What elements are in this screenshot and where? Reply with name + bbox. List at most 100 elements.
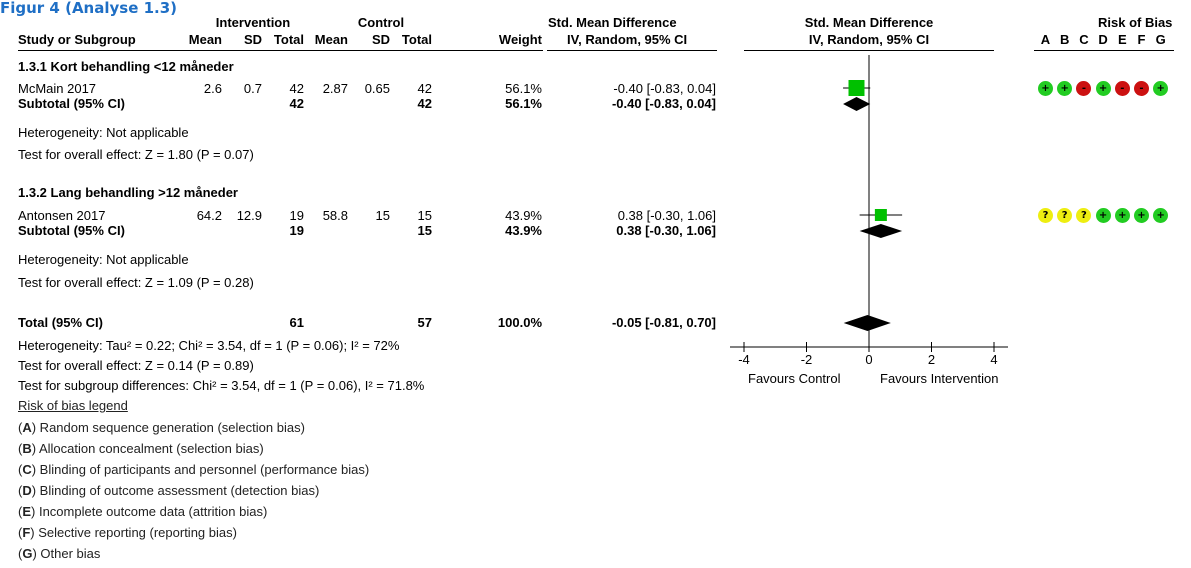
intervention-mean-header: Mean [188, 32, 222, 47]
rob-legend-item: (G) Other bias [18, 546, 101, 561]
heterogeneity-text: Heterogeneity: Not applicable [18, 252, 189, 267]
study-effect: -0.40 [-0.83, 0.04] [613, 81, 716, 96]
control-total-header: Total [401, 32, 432, 47]
total-overall-effect-text: Test for overall effect: Z = 0.14 (P = 0… [18, 358, 254, 373]
subtotal-intervention-total: 42 [289, 96, 304, 111]
plot-title: Std. Mean Difference [804, 15, 934, 30]
total-weight: 100.0% [497, 315, 542, 330]
control-sd: 0.65 [364, 81, 390, 96]
rob-letter-b: B [1059, 32, 1070, 47]
control-total: 15 [417, 208, 432, 223]
rob-letter-g: G [1155, 32, 1166, 47]
subtotal-control-total: 15 [417, 223, 432, 238]
total-label: Total (95% CI) [18, 315, 103, 330]
study-weight: 43.9% [505, 208, 542, 223]
subtotal-label: Subtotal (95% CI) [18, 96, 125, 111]
low-risk-icon: + [1095, 208, 1111, 223]
header-divider-rob [1034, 50, 1174, 51]
subtotal-effect: -0.40 [-0.83, 0.04] [611, 96, 716, 111]
intervention-header: Intervention [215, 15, 291, 30]
unclear-risk-icon: ? [1038, 208, 1053, 223]
rob-letter-a: A [1040, 32, 1051, 47]
low-risk-icon: + [1038, 81, 1053, 96]
rob-title: Risk of Bias [1098, 15, 1173, 30]
study-column-header: Study or Subgroup [18, 32, 136, 47]
unclear-risk-icon: ? [1076, 208, 1092, 223]
weight-header: Weight [498, 32, 542, 47]
header-divider-plot [744, 50, 994, 51]
subtotal-effect: 0.38 [-0.30, 1.06] [616, 223, 716, 238]
rob-legend-item: (D) Blinding of outcome assessment (dete… [18, 483, 320, 498]
subgroup-differences-text: Test for subgroup differences: Chi² = 3.… [18, 378, 425, 393]
summary-diamond [859, 224, 903, 238]
study-name: Antonsen 2017 [18, 208, 106, 223]
control-mean: 58.8 [322, 208, 348, 223]
x-tick-label: 0 [865, 352, 872, 367]
intervention-sd: 12.9 [236, 208, 262, 223]
subtotal-label: Subtotal (95% CI) [18, 223, 125, 238]
low-risk-icon: + [1095, 81, 1111, 96]
x-tick-label: -2 [801, 352, 813, 367]
total-effect: -0.05 [-0.81, 0.70] [611, 315, 716, 330]
control-total: 42 [417, 81, 432, 96]
rob-legend-item: (E) Incomplete outcome data (attrition b… [18, 504, 268, 519]
low-risk-icon: + [1153, 208, 1169, 223]
summary-diamond [843, 315, 891, 331]
total-intervention-total: 61 [289, 315, 304, 330]
subtotal-weight: 56.1% [505, 96, 542, 111]
rob-legend-item: (A) Random sequence generation (selectio… [18, 420, 305, 435]
rob-legend-item: (B) Allocation concealment (selection bi… [18, 441, 264, 456]
effect-method-header: IV, Random, 95% CI [567, 32, 688, 47]
rob-legend-item: (C) Blinding of participants and personn… [18, 462, 370, 477]
study-square [874, 209, 887, 221]
low-risk-icon: + [1114, 208, 1130, 223]
study-name: McMain 2017 [18, 81, 97, 96]
intervention-total-header: Total [273, 32, 304, 47]
figure-title: Figur 4 (Analyse 1.3) [0, 0, 178, 17]
intervention-total: 19 [289, 208, 304, 223]
x-tick-label: 2 [928, 352, 935, 367]
subgroup-title: 1.3.1 Kort behandling <12 måneder [18, 59, 234, 74]
total-control-total: 57 [417, 315, 432, 330]
study-effect: 0.38 [-0.30, 1.06] [617, 208, 716, 223]
high-risk-icon: - [1076, 81, 1092, 96]
effect-title: Std. Mean Difference [548, 15, 677, 30]
favours-control-label: Favours Control [748, 371, 841, 386]
rob-legend-item: (F) Selective reporting (reporting bias) [18, 525, 237, 540]
subgroup-title: 1.3.2 Lang behandling >12 måneder [18, 185, 238, 200]
rob-letter-f: F [1137, 32, 1146, 47]
high-risk-icon: - [1134, 81, 1149, 96]
heterogeneity-text: Heterogeneity: Not applicable [18, 125, 189, 140]
control-sd-header: SD [371, 32, 390, 47]
low-risk-icon: + [1057, 81, 1073, 96]
study-square [848, 80, 865, 96]
study-weight: 56.1% [505, 81, 542, 96]
unclear-risk-icon: ? [1057, 208, 1073, 223]
control-header: Control [357, 15, 405, 30]
header-divider [18, 50, 543, 51]
overall-effect-text: Test for overall effect: Z = 1.09 (P = 0… [18, 275, 254, 290]
low-risk-icon: + [1153, 81, 1169, 96]
intervention-sd: 0.7 [243, 81, 262, 96]
subtotal-weight: 43.9% [505, 223, 542, 238]
control-sd: 15 [375, 208, 390, 223]
favours-intervention-label: Favours Intervention [880, 371, 999, 386]
subtotal-intervention-total: 19 [289, 223, 304, 238]
rob-letter-d: D [1098, 32, 1108, 47]
x-tick-label: 4 [990, 352, 997, 367]
summary-diamond [843, 97, 871, 111]
intervention-mean: 64.2 [196, 208, 222, 223]
rob-letter-e: E [1117, 32, 1127, 47]
total-heterogeneity-text: Heterogeneity: Tau² = 0.22; Chi² = 3.54,… [18, 338, 400, 353]
intervention-total: 42 [289, 81, 304, 96]
rob-legend-title[interactable]: Risk of bias legend [18, 398, 128, 413]
low-risk-icon: + [1134, 208, 1149, 223]
control-mean: 2.87 [322, 81, 348, 96]
intervention-sd-header: SD [243, 32, 262, 47]
intervention-mean: 2.6 [203, 81, 222, 96]
header-divider-effect [547, 50, 717, 51]
plot-method-header: IV, Random, 95% CI [808, 32, 930, 47]
x-tick-label: -4 [738, 352, 750, 367]
control-mean-header: Mean [314, 32, 348, 47]
